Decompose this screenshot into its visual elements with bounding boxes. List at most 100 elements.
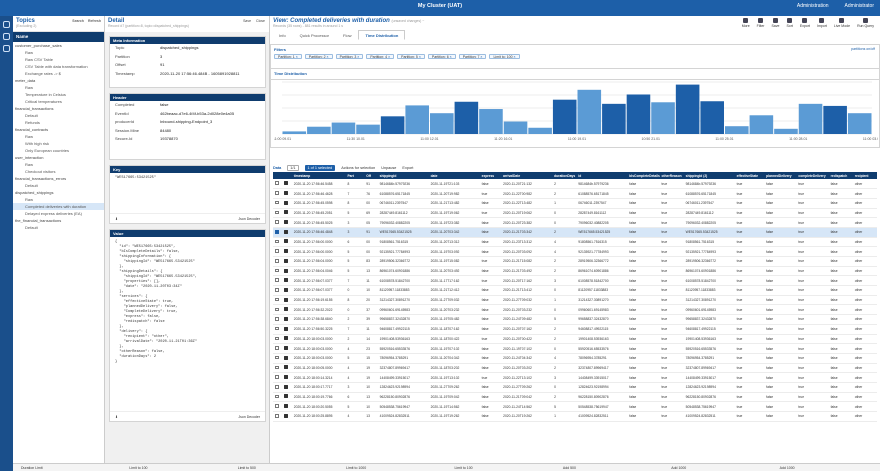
row-edit-cell[interactable]: [282, 275, 292, 287]
row-edit-cell[interactable]: [282, 237, 292, 248]
row-edit-cell[interactable]: [282, 382, 292, 393]
toolbar-button-sort[interactable]: Sort: [786, 18, 793, 28]
row-checkbox[interactable]: [275, 210, 279, 215]
edit-icon[interactable]: [284, 375, 289, 380]
row-select-cell[interactable]: [273, 382, 283, 393]
toolbar-button-save[interactable]: Save: [771, 18, 779, 28]
chart-bar[interactable]: [675, 84, 700, 134]
remove-chip-icon[interactable]: ×: [357, 55, 360, 59]
export-button[interactable]: Export: [402, 165, 414, 170]
row-checkbox[interactable]: [275, 239, 279, 244]
edit-icon[interactable]: [284, 239, 289, 244]
edit-icon[interactable]: [284, 258, 289, 263]
chart-bar[interactable]: [356, 124, 380, 134]
row-select-cell[interactable]: [273, 314, 283, 325]
row-checkbox[interactable]: [275, 414, 279, 418]
tree-leaf[interactable]: Exchange rates -> $: [25, 71, 61, 76]
tree-group[interactable]: meter_data: [15, 78, 36, 83]
chart-bar[interactable]: [282, 131, 307, 134]
row-checkbox[interactable]: [275, 375, 279, 379]
row-edit-cell[interactable]: [282, 217, 292, 228]
table-row[interactable]: 2020-11-20 17:56:00.0000 6 00 91808561.7516…: [273, 237, 877, 248]
tree-leaf[interactable]: Temperature in Celsius: [25, 92, 66, 97]
row-edit-cell[interactable]: [282, 285, 292, 296]
remove-chip-icon[interactable]: ×: [480, 55, 483, 59]
settings-icon[interactable]: [3, 45, 10, 52]
row-select-cell[interactable]: [273, 208, 283, 219]
table-row[interactable]: 2020-11-20 18:00:05.0000 4 19 32374807.8996…: [273, 363, 877, 374]
row-checkbox[interactable]: [275, 191, 279, 195]
column-header[interactable]: id: [576, 172, 628, 179]
filter-chip[interactable]: Partition: 2×: [304, 54, 333, 59]
row-edit-cell[interactable]: [282, 334, 292, 345]
row-checkbox[interactable]: [275, 259, 279, 263]
edit-icon[interactable]: [284, 326, 289, 331]
row-select-cell[interactable]: [273, 324, 283, 335]
row-edit-cell[interactable]: [282, 324, 292, 335]
value-decoder[interactable]: Json Decoder: [238, 415, 260, 419]
column-header[interactable]: shippingId (2): [683, 172, 735, 179]
column-header[interactable]: bIsCompleteDetails: [627, 172, 660, 179]
chart-bar[interactable]: [626, 94, 651, 134]
tree-leaf[interactable]: Completed deliveries with duration: [13, 203, 104, 210]
chart-bar[interactable]: [430, 113, 454, 134]
chart-bar[interactable]: [700, 101, 724, 134]
row-edit-cell[interactable]: [282, 314, 292, 325]
toolbar-button-more[interactable]: More: [742, 18, 750, 28]
tree-leaf[interactable]: Default: [25, 113, 38, 118]
row-edit-cell[interactable]: [282, 188, 292, 199]
row-select-cell[interactable]: [273, 353, 283, 364]
row-checkbox[interactable]: [275, 336, 279, 341]
tree-leaf[interactable]: Raw: [25, 197, 34, 202]
tree-leaf[interactable]: CSV Table with data transformation: [25, 64, 88, 69]
row-checkbox[interactable]: [275, 278, 279, 282]
table-row[interactable]: 2020-11-20 17:56:04.0046 5 13 86961074.6090…: [273, 266, 877, 277]
topics-icon[interactable]: [3, 21, 10, 28]
row-select-cell[interactable]: [273, 179, 283, 190]
chart-bar[interactable]: [503, 121, 528, 134]
edit-icon[interactable]: [284, 316, 289, 321]
row-checkbox[interactable]: [275, 307, 279, 312]
row-select-cell[interactable]: [273, 266, 283, 277]
column-header[interactable]: redispatch: [828, 172, 853, 179]
partitions-toggle[interactable]: partitions on/off: [851, 47, 875, 51]
download-icon[interactable]: ⬇: [115, 415, 118, 419]
tree-group[interactable]: financial_transactions_errors: [15, 176, 67, 181]
column-header[interactable]: [273, 172, 283, 179]
chart-bar[interactable]: [307, 126, 331, 134]
column-header[interactable]: completeDelivery: [796, 172, 829, 179]
row-checkbox[interactable]: [275, 355, 279, 360]
edit-icon[interactable]: [284, 220, 289, 225]
edit-icon[interactable]: [284, 287, 289, 292]
row-checkbox[interactable]: [275, 394, 279, 399]
table-row[interactable]: 2020-11-20 18:00:19.7766 6 13 96228150.8090…: [273, 392, 877, 403]
row-checkbox[interactable]: [275, 220, 279, 224]
chart-bar[interactable]: [798, 103, 823, 134]
table-row[interactable]: 2020-11-20 17:56:45.5025 3 05 79096032.4088…: [273, 217, 877, 228]
tree-leaf[interactable]: Raw CSV Table: [25, 57, 53, 62]
edit-icon[interactable]: [284, 191, 289, 196]
row-edit-cell[interactable]: [282, 227, 292, 238]
chart-bar[interactable]: [577, 89, 602, 134]
row-edit-cell[interactable]: [282, 198, 292, 209]
chart-bar[interactable]: [725, 126, 749, 134]
remove-chip-icon[interactable]: ×: [295, 55, 298, 59]
column-header[interactable]: timestamp: [291, 172, 346, 179]
row-checkbox[interactable]: [275, 317, 279, 321]
tree-leaf[interactable]: Only European countries: [25, 148, 70, 153]
tree-group[interactable]: dispatched_shippings: [15, 190, 54, 195]
column-header[interactable]: otherReason: [659, 172, 684, 179]
filter-chip[interactable]: Partition: 3×: [335, 54, 364, 59]
toolbar-button-live-mode[interactable]: Live Mode: [834, 18, 850, 28]
table-row[interactable]: 2020-11-20 17:56:46.4628 7 76 61088576.6517…: [273, 188, 877, 199]
table-row[interactable]: 2020-11-20 17:56:07.0377 7 11 61008578.5184…: [273, 275, 877, 287]
tree-group[interactable]: financial_transactions: [15, 106, 54, 111]
table-row[interactable]: 2020-11-20 17:56:19.6155 8 20 31214327.3089…: [273, 295, 877, 306]
remove-chip-icon[interactable]: ×: [513, 55, 516, 59]
actions-menu[interactable]: Actions for selection: [341, 165, 376, 170]
row-select-cell[interactable]: [273, 285, 283, 296]
tree-leaf[interactable]: Default: [25, 225, 38, 230]
row-select-cell[interactable]: [273, 343, 283, 354]
tree-leaf[interactable]: Default: [25, 183, 38, 188]
save-button[interactable]: Save: [243, 19, 252, 23]
